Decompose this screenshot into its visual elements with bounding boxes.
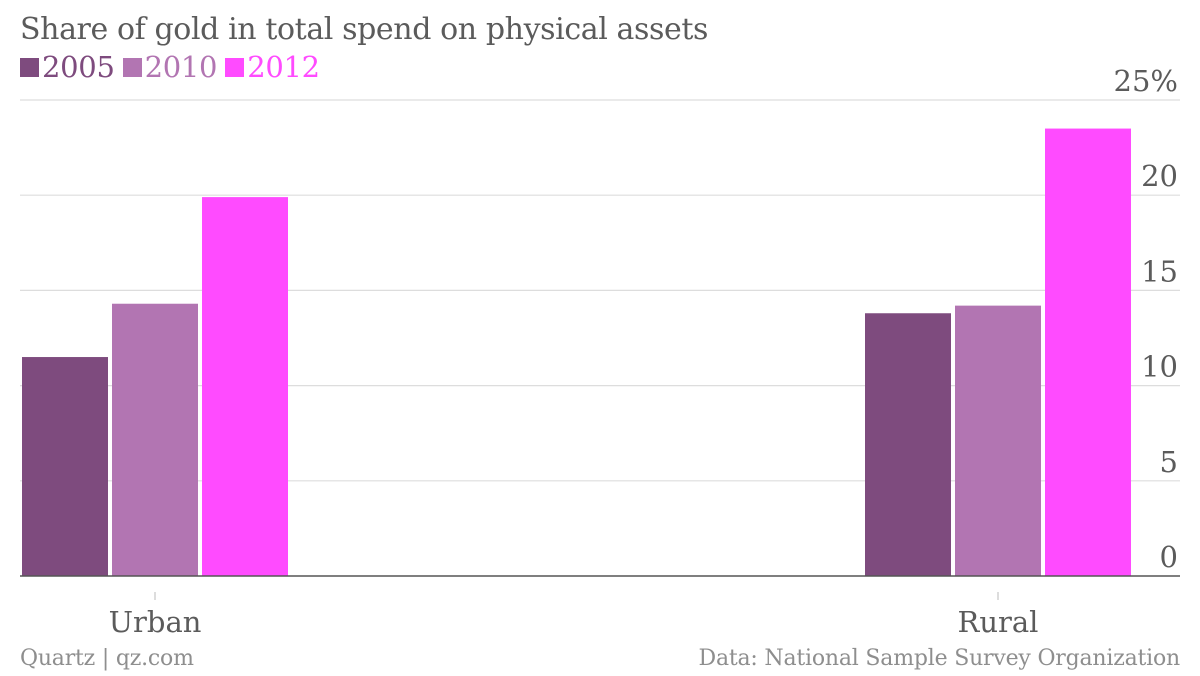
legend-item-2010: 2010 bbox=[122, 50, 218, 84]
bar-rural-2012 bbox=[1045, 128, 1131, 576]
legend-swatch-2012 bbox=[225, 57, 245, 77]
bar-urban-2010 bbox=[112, 303, 198, 576]
y-tick-label: 15 bbox=[1141, 254, 1178, 288]
bar-rural-2005 bbox=[865, 313, 951, 576]
legend-label-2012: 2012 bbox=[247, 50, 320, 84]
bar-urban-2012 bbox=[202, 197, 288, 576]
bar-rural-2010 bbox=[955, 305, 1041, 576]
x-tick-label: Rural bbox=[958, 605, 1039, 639]
bar-urban-2005 bbox=[22, 357, 108, 576]
chart-title: Share of gold in total spend on physical… bbox=[20, 12, 709, 47]
legend-swatch-2010 bbox=[122, 57, 142, 77]
legend-swatch-2005 bbox=[20, 57, 39, 77]
y-tick-label: 5 bbox=[1160, 445, 1178, 479]
footer-credit: Quartz | qz.com bbox=[20, 646, 194, 671]
x-tick-label: Urban bbox=[109, 605, 202, 639]
legend-item-2012: 2012 bbox=[225, 50, 320, 84]
y-tick-label: 10 bbox=[1141, 350, 1178, 384]
legend-label-2010: 2010 bbox=[144, 50, 218, 84]
legend-item-2005: 2005 bbox=[20, 50, 115, 84]
y-tick-label: 25% bbox=[1114, 64, 1178, 98]
y-tick-label: 20 bbox=[1141, 159, 1178, 193]
chart-legend: 2005 2010 2012 bbox=[20, 50, 328, 84]
legend-label-2005: 2005 bbox=[42, 50, 115, 84]
footer-source: Data: National Sample Survey Organizatio… bbox=[698, 646, 1181, 671]
y-tick-label: 0 bbox=[1160, 540, 1178, 574]
